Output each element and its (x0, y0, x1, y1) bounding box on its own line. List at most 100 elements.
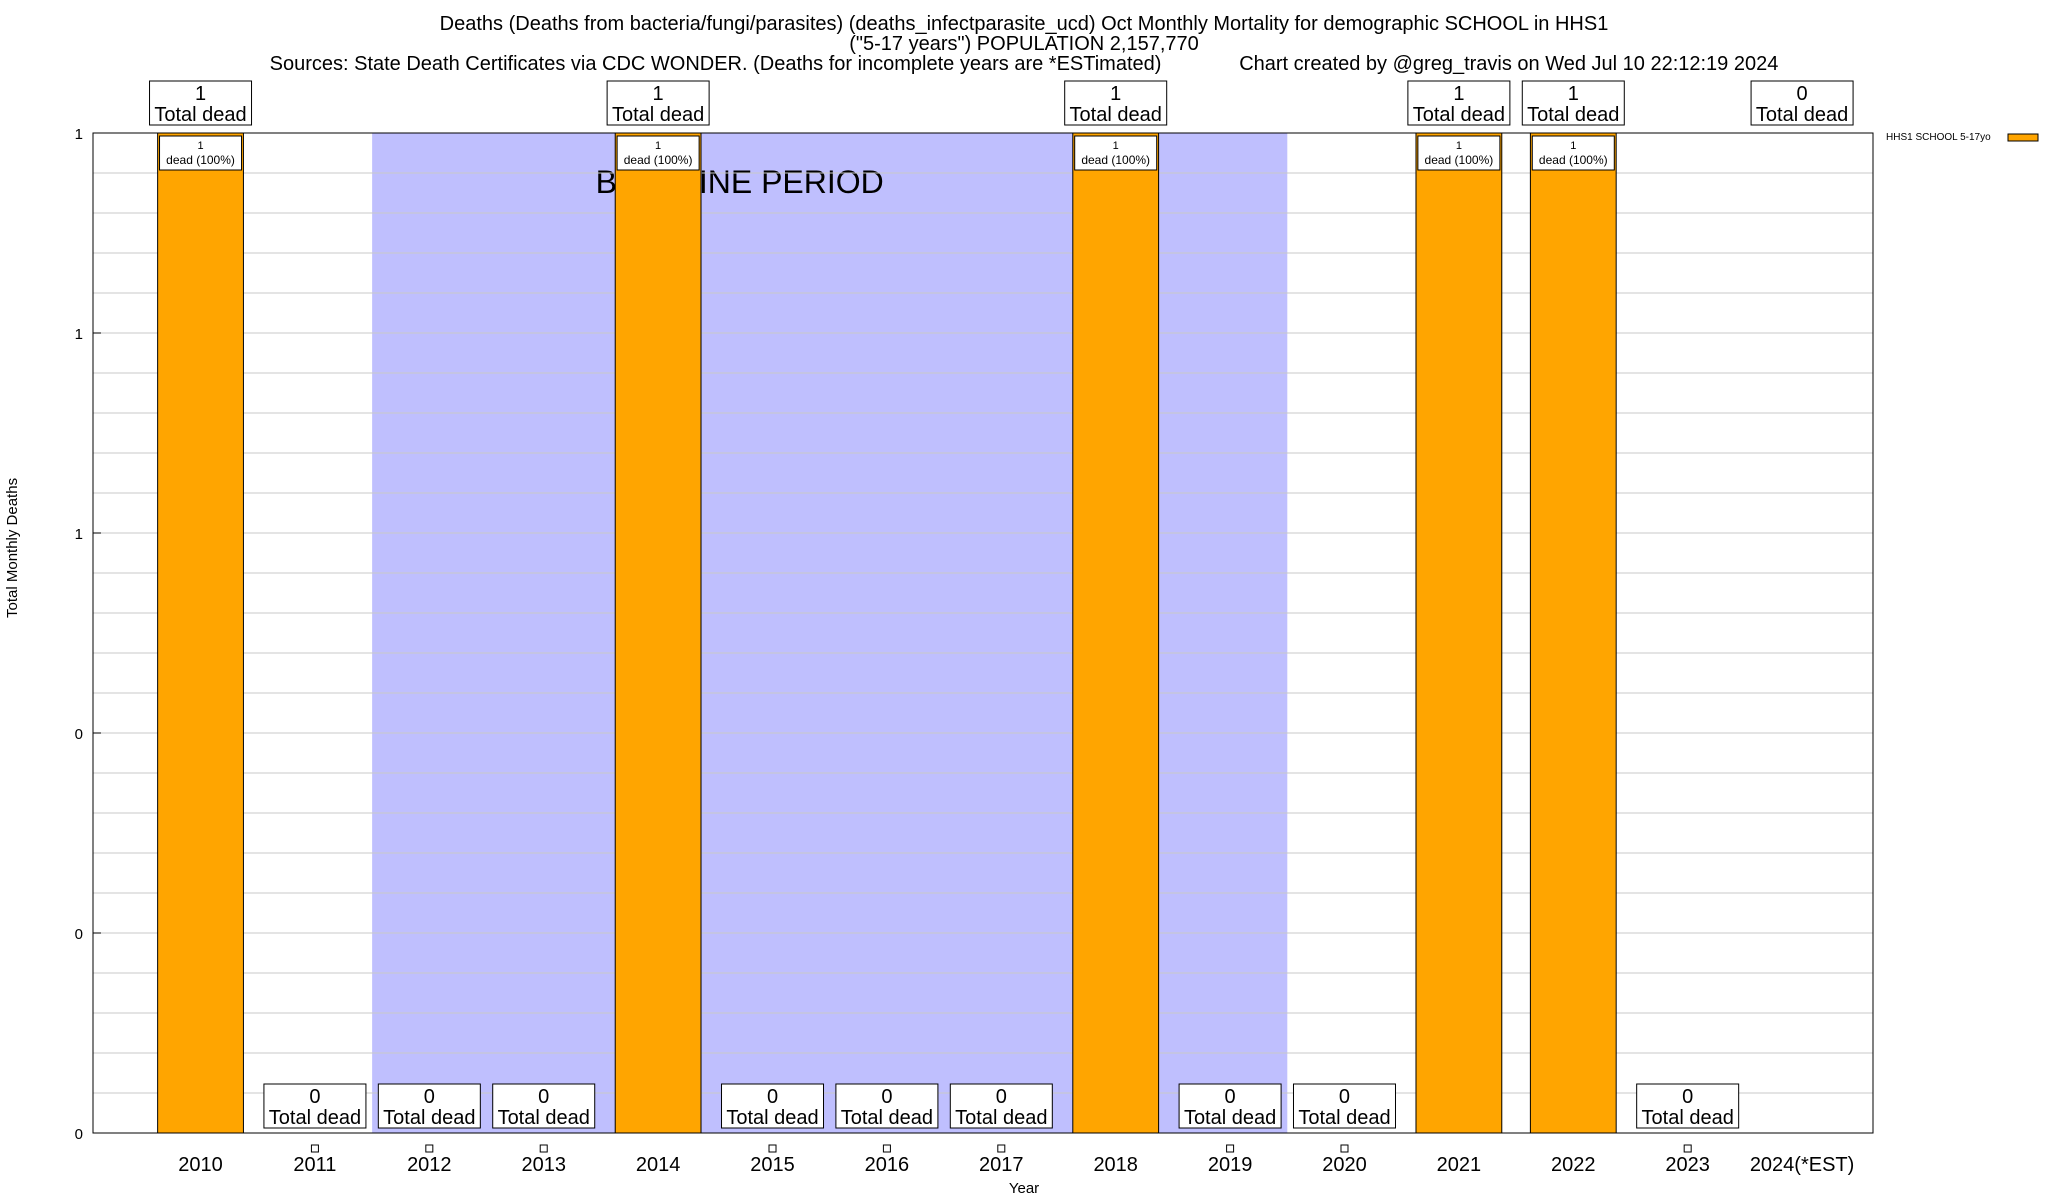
plot-frame (92, 132, 1874, 1134)
total-label-box (1636, 1083, 1740, 1129)
total-label-text: Total dead (1642, 1107, 1734, 1129)
total-label-box (492, 1083, 596, 1129)
bar-2010 (157, 132, 244, 1134)
total-label-count: 0 (1797, 83, 1808, 105)
x-tick-label: 2022 (1551, 1154, 1596, 1176)
total-label-box (377, 1083, 481, 1129)
bar-inner-label-count: 1 (655, 140, 661, 152)
total-label-text: Total dead (1527, 104, 1619, 126)
x-axis-label: Year (1008, 1180, 1040, 1197)
zero-value-marker (768, 1144, 777, 1153)
bar-inner-label-text: dead (100%) (1081, 153, 1150, 167)
zero-value-marker (310, 1144, 319, 1153)
x-tick-label: 2017 (979, 1154, 1024, 1176)
total-label-text: Total dead (498, 1107, 590, 1129)
zero-value-marker (1226, 1144, 1235, 1153)
total-label-count: 0 (309, 1086, 320, 1108)
total-label-count: 0 (1339, 1086, 1350, 1108)
x-tick-label: 2011 (293, 1154, 336, 1176)
total-label-box (1521, 80, 1625, 126)
x-tick-label: 2019 (1208, 1154, 1253, 1176)
total-label-count: 1 (1568, 83, 1579, 105)
total-label-count: 1 (195, 83, 206, 105)
total-label-count: 0 (424, 1086, 435, 1108)
total-label-text: Total dead (154, 104, 246, 126)
zero-value-marker (425, 1144, 434, 1153)
total-label-count: 0 (996, 1086, 1007, 1108)
x-tick-label: 2021 (1437, 1154, 1482, 1176)
total-label-count: 0 (1225, 1086, 1236, 1108)
x-tick-label: 2010 (178, 1154, 223, 1176)
bar-inner-label-box (616, 135, 700, 171)
zero-value-marker (539, 1144, 548, 1153)
x-tick-label: 2018 (1093, 1154, 1138, 1176)
total-label-box (1750, 80, 1854, 126)
zero-value-marker (997, 1144, 1006, 1153)
total-label-text: Total dead (1298, 1107, 1390, 1129)
chart-title-line-2: ("5-17 years") POPULATION 2,157,770 (849, 33, 1199, 55)
total-label-count: 1 (1453, 83, 1464, 105)
zero-value-marker (1683, 1144, 1692, 1153)
chart-title-line-3: Sources: State Death Certificates via CD… (269, 53, 1779, 75)
y-tick-label: 1 (75, 126, 83, 143)
total-label-text: Total dead (1184, 1107, 1276, 1129)
total-label-box (606, 80, 710, 126)
bar-inner-label-count: 1 (1113, 140, 1119, 152)
bar-inner-label-count: 1 (197, 140, 203, 152)
total-label-box (835, 1083, 939, 1129)
x-tick-label: 2014 (636, 1154, 681, 1176)
total-label-box (1292, 1083, 1396, 1129)
zero-value-marker (1340, 1144, 1349, 1153)
legend-entry-label: HHS1 SCHOOL 5-17yo (1886, 132, 1991, 143)
y-tick-label: 0 (75, 726, 83, 743)
y-tick-label: 1 (75, 526, 83, 543)
x-tick-label: 2012 (407, 1154, 452, 1176)
x-tick-label: 2015 (750, 1154, 795, 1176)
total-label-count: 0 (1682, 1086, 1693, 1108)
bar-inner-label-box (159, 135, 243, 171)
chart-title-line-1: Deaths (Deaths from bacteria/fungi/paras… (439, 13, 1609, 35)
y-tick-label: 1 (75, 326, 83, 343)
bar-inner-label-box (1531, 135, 1615, 171)
total-label-text: Total dead (955, 1107, 1047, 1129)
bar-inner-label-text: dead (100%) (1425, 153, 1494, 167)
total-label-count: 0 (538, 1086, 549, 1108)
legend-swatch (2007, 133, 2039, 142)
total-label-box (149, 80, 253, 126)
total-label-text: Total dead (1070, 104, 1162, 126)
total-label-text: Total dead (841, 1107, 933, 1129)
bar-inner-label-count: 1 (1570, 140, 1576, 152)
x-tick-label: 2013 (521, 1154, 566, 1176)
x-tick-label: 2023 (1665, 1154, 1710, 1176)
x-tick-label: 2024(*EST) (1750, 1154, 1855, 1176)
total-label-text: Total dead (1756, 104, 1848, 126)
total-label-box (721, 1083, 825, 1129)
total-label-text: Total dead (383, 1107, 475, 1129)
zero-value-marker (882, 1144, 891, 1153)
bar-inner-label-text: dead (100%) (166, 153, 235, 167)
total-label-box (949, 1083, 1053, 1129)
bar-2018 (1072, 132, 1160, 1134)
y-tick-label: 0 (75, 926, 83, 943)
bar-inner-label-count: 1 (1456, 140, 1462, 152)
total-label-text: Total dead (726, 1107, 818, 1129)
bar-inner-label-box (1417, 135, 1501, 171)
total-label-count: 1 (653, 83, 664, 105)
total-label-box (1407, 80, 1511, 126)
total-label-box (1178, 1083, 1282, 1129)
total-label-count: 1 (1110, 83, 1121, 105)
bar-inner-label-text: dead (100%) (1539, 153, 1608, 167)
total-label-count: 0 (881, 1086, 892, 1108)
y-tick-label: 0 (75, 1126, 83, 1143)
bar-2022 (1529, 132, 1617, 1134)
x-tick-label: 2016 (865, 1154, 910, 1176)
total-label-text: Total dead (612, 104, 704, 126)
total-label-box (1064, 80, 1168, 126)
total-label-text: Total dead (269, 1107, 361, 1129)
bar-2014 (614, 132, 702, 1134)
x-tick-label: 2020 (1322, 1154, 1367, 1176)
total-label-count: 0 (767, 1086, 778, 1108)
total-label-box (263, 1083, 367, 1129)
total-label-text: Total dead (1413, 104, 1505, 126)
